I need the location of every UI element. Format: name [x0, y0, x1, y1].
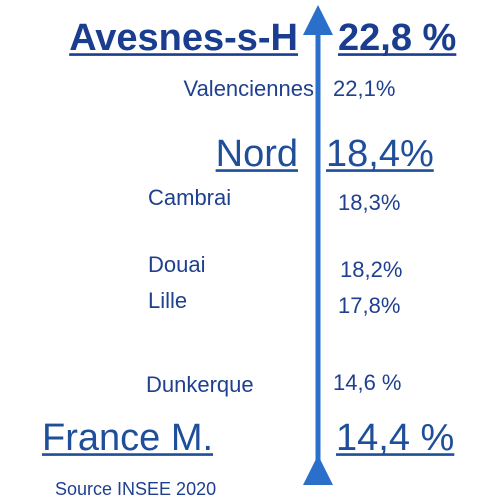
value: 17,8% [338, 293, 400, 318]
value: 14,4 % [336, 417, 454, 459]
label: Nord [216, 133, 298, 175]
label: France M. [42, 417, 213, 459]
value: 18,3% [338, 190, 400, 215]
value: 18,4% [326, 133, 434, 175]
label: Dunkerque [146, 372, 254, 397]
value: 14,6 % [333, 370, 402, 395]
label: Lille [148, 288, 187, 313]
label: Douai [148, 252, 205, 277]
value: 18,2% [340, 257, 402, 282]
label: Cambrai [148, 185, 231, 210]
label: Avesnes-s-H [69, 17, 298, 59]
value: 22,8 % [338, 17, 456, 59]
label: Valenciennes [184, 76, 314, 101]
value: 22,1% [333, 76, 395, 101]
rows: Avesnes-s-H 22,8 % Valenciennes 22,1% Nord 18… [42, 17, 457, 459]
source: Source INSEE 2020 [55, 479, 216, 499]
